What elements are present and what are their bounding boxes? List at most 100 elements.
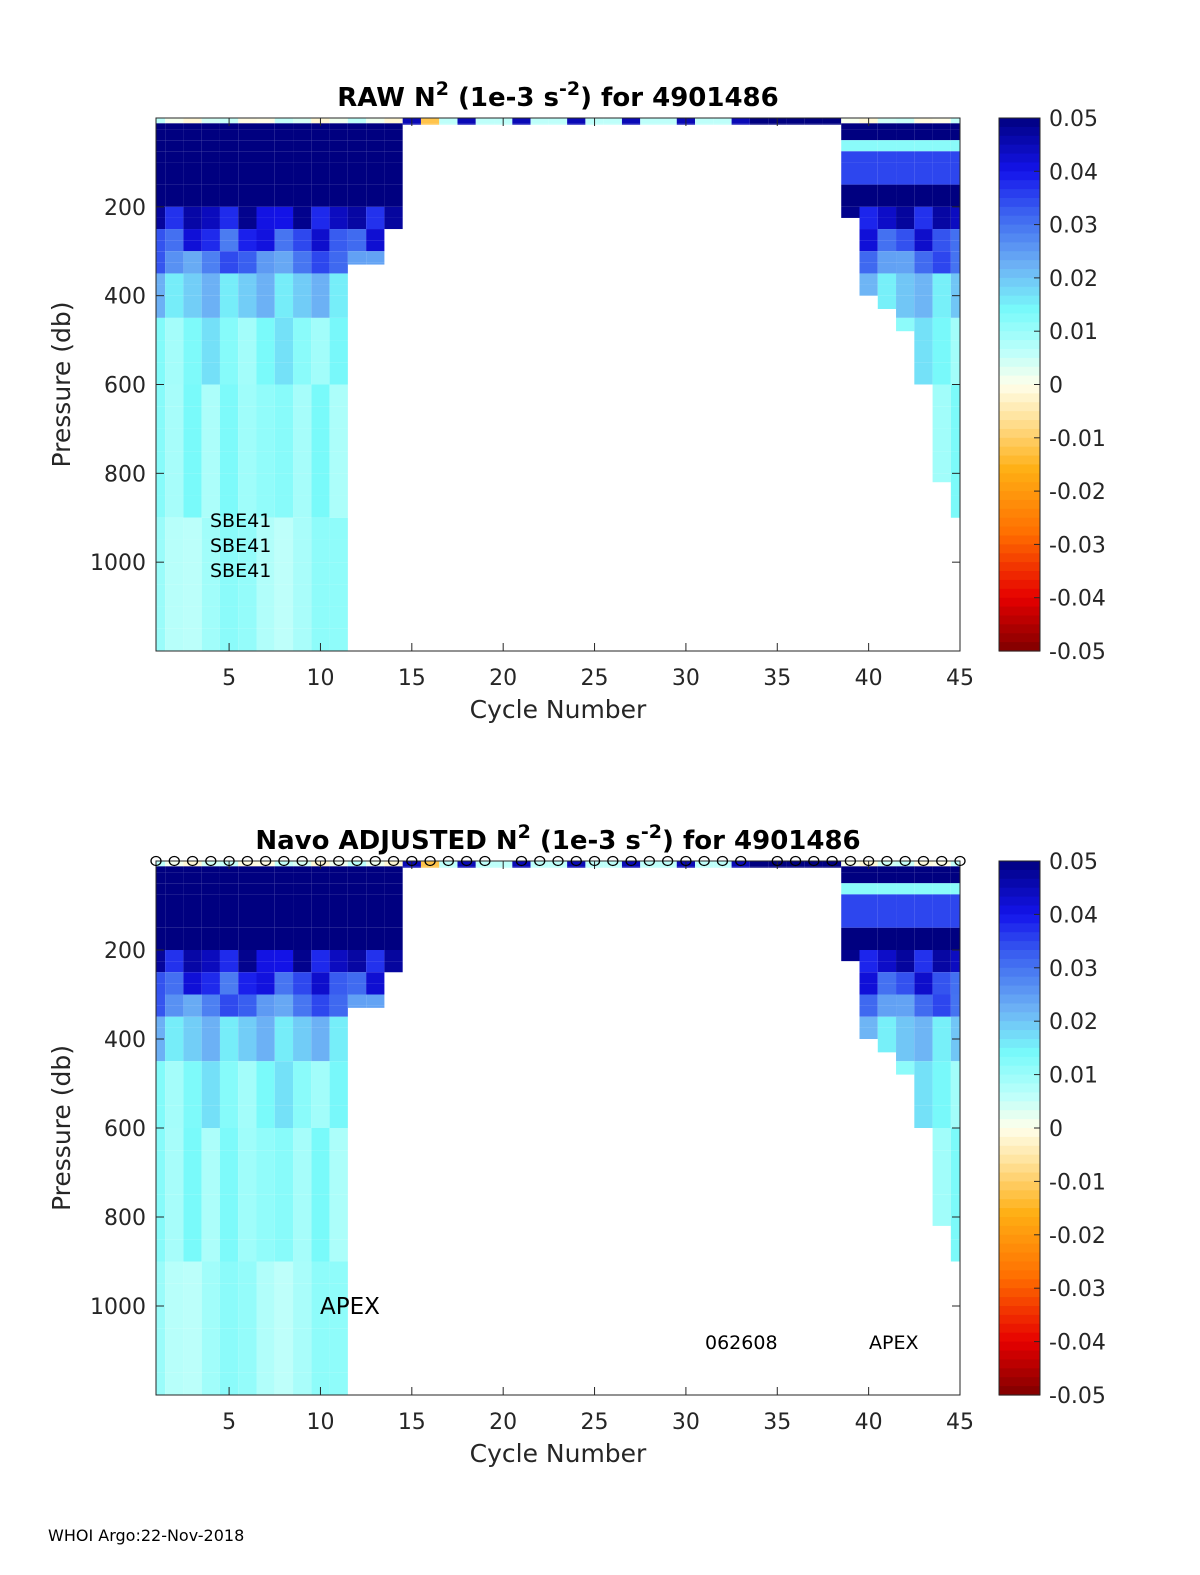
heatmap-cell bbox=[238, 1172, 257, 1195]
heatmap-cell bbox=[293, 517, 312, 540]
heatmap-cell bbox=[293, 428, 312, 452]
heatmap-cell bbox=[384, 118, 403, 124]
heatmap-cell bbox=[274, 473, 294, 496]
heatmap-cell bbox=[293, 129, 312, 141]
heatmap-cell bbox=[329, 1128, 348, 1151]
heatmap-cell bbox=[311, 905, 330, 928]
colorbar-segment bbox=[999, 322, 1040, 332]
heatmap-cell bbox=[165, 229, 184, 241]
heatmap-cell bbox=[329, 972, 348, 984]
chart-title: RAW N2 (1e-3 s-2) for 4901486 bbox=[337, 78, 779, 113]
heatmap-cell bbox=[293, 1239, 312, 1262]
heatmap-cell bbox=[238, 428, 257, 452]
heatmap-cell bbox=[293, 362, 312, 385]
colorbar-segment bbox=[999, 304, 1040, 315]
heatmap-cell bbox=[311, 217, 330, 230]
x-tick-label: 25 bbox=[581, 1410, 609, 1435]
heatmap-cell bbox=[274, 539, 294, 563]
heatmap-cell bbox=[567, 866, 586, 868]
heatmap-cell bbox=[256, 151, 275, 163]
heatmap-cell bbox=[695, 123, 714, 125]
colorbar-tick-label: -0.04 bbox=[1049, 1331, 1106, 1356]
heatmap-cell bbox=[896, 927, 915, 950]
heatmap-cell bbox=[219, 240, 239, 252]
heatmap-cell bbox=[841, 162, 860, 185]
heatmap-cell bbox=[165, 428, 184, 452]
heatmap-cell bbox=[256, 872, 275, 884]
heatmap-cell bbox=[201, 184, 220, 207]
heatmap-cell bbox=[201, 983, 220, 995]
heatmap-cell bbox=[877, 905, 897, 928]
heatmap-cell bbox=[156, 151, 166, 163]
colorbar-segment bbox=[999, 887, 1040, 898]
heatmap-cell bbox=[896, 950, 915, 962]
heatmap-cell bbox=[219, 983, 239, 995]
heatmap-cell bbox=[256, 1105, 275, 1128]
heatmap-cell bbox=[859, 140, 878, 152]
heatmap-cell bbox=[165, 861, 184, 867]
heatmap-cell bbox=[156, 240, 166, 252]
surface-markers bbox=[150, 855, 966, 867]
heatmap-cell bbox=[156, 384, 166, 407]
heatmap-cell bbox=[914, 362, 933, 385]
heatmap-cell bbox=[238, 151, 257, 163]
qc-marker bbox=[625, 855, 637, 867]
heatmap-cell bbox=[238, 883, 257, 895]
heatmap-cell bbox=[859, 251, 878, 263]
colorbar-segment bbox=[999, 869, 1040, 880]
heatmap-cell bbox=[256, 340, 275, 363]
heatmap-cell bbox=[293, 1194, 312, 1217]
heatmap-cell bbox=[156, 1005, 166, 1017]
x-tick-label: 15 bbox=[398, 666, 426, 691]
heatmap-cell bbox=[896, 905, 915, 928]
x-tick-label: 35 bbox=[763, 666, 791, 691]
heatmap-cell bbox=[183, 340, 202, 363]
heatmap-cell bbox=[274, 1261, 294, 1284]
heatmap-cell bbox=[950, 1005, 960, 1017]
heatmap-cell bbox=[219, 606, 239, 629]
heatmap-cell bbox=[366, 883, 385, 895]
colorbar-segment bbox=[999, 1350, 1040, 1360]
heatmap-cell bbox=[183, 162, 202, 185]
heatmap-cell bbox=[256, 584, 275, 607]
heatmap-cell bbox=[475, 861, 495, 867]
heatmap-cell bbox=[877, 229, 897, 241]
heatmap-cell bbox=[896, 1016, 915, 1028]
heatmap-cell bbox=[293, 927, 312, 950]
heatmap-cell bbox=[822, 118, 842, 124]
heatmap-cell bbox=[329, 495, 348, 518]
heatmap-cell bbox=[238, 539, 257, 563]
heatmap-cell bbox=[859, 284, 878, 296]
heatmap-cell bbox=[183, 362, 202, 385]
heatmap-cell bbox=[274, 1328, 294, 1351]
colorbar-segment bbox=[999, 517, 1040, 528]
title-part: (1e-3 s bbox=[449, 83, 559, 113]
heatmap-cell bbox=[201, 1328, 220, 1351]
heatmap-cell bbox=[238, 950, 257, 962]
heatmap-cell bbox=[950, 1039, 960, 1062]
heatmap-cell bbox=[950, 206, 960, 218]
heatmap-cell bbox=[859, 262, 878, 274]
heatmap-cell bbox=[914, 317, 933, 341]
heatmap-cell bbox=[914, 883, 933, 895]
heatmap-cell bbox=[293, 866, 312, 873]
heatmap-cell bbox=[841, 129, 860, 141]
heatmap-cell bbox=[201, 1372, 220, 1395]
heatmap-cell bbox=[183, 1328, 202, 1351]
heatmap-cell bbox=[950, 123, 960, 130]
heatmap-cell bbox=[274, 983, 294, 995]
heatmap-cell bbox=[219, 384, 239, 407]
heatmap-cell bbox=[311, 1261, 330, 1284]
heatmap-cell bbox=[256, 1194, 275, 1217]
heatmap-cell bbox=[293, 1039, 312, 1062]
heatmap-cell bbox=[201, 606, 220, 629]
heatmap-cell bbox=[311, 1083, 330, 1106]
title-superscript: -2 bbox=[641, 821, 662, 843]
heatmap-cell bbox=[311, 428, 330, 452]
heatmap-cell bbox=[156, 866, 166, 873]
heatmap-cell bbox=[293, 1261, 312, 1284]
heatmap-cell bbox=[238, 1372, 257, 1395]
qc-marker bbox=[534, 855, 546, 867]
heatmap-cell bbox=[219, 217, 239, 230]
heatmap-cell bbox=[311, 123, 330, 130]
